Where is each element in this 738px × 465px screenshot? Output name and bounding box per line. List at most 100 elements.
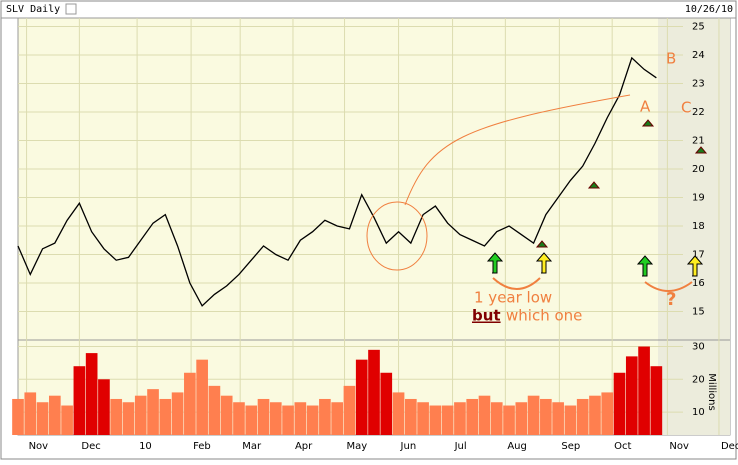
volume-bar: [503, 405, 515, 435]
chart-title: SLV Daily: [6, 4, 60, 15]
volume-axis-label: Millions: [706, 373, 717, 410]
y-tick-label: 20: [692, 374, 705, 385]
x-tick-label: May: [347, 441, 368, 452]
volume-bar: [404, 398, 417, 435]
volume-bar: [355, 359, 368, 435]
volume-bar: [515, 402, 528, 435]
connector: [404, 94, 631, 206]
annotation: but: [472, 307, 501, 325]
volume-bar: [368, 349, 380, 435]
volume-bar: [196, 359, 208, 435]
volume-bar: [159, 398, 172, 435]
volume-bar: [319, 398, 331, 435]
y-tick-label: 20: [692, 164, 705, 175]
volume-bar: [269, 402, 282, 435]
volume-bar: [650, 366, 663, 435]
volume-bar: [429, 405, 442, 435]
marks: [12, 56, 663, 435]
volume-bar: [98, 379, 110, 435]
annotation: B: [666, 50, 676, 68]
x-tick-label: Dec: [721, 441, 738, 452]
y-tick-label: 10: [692, 407, 705, 418]
volume-bar: [110, 398, 123, 435]
volume-bar: [380, 372, 393, 435]
volume-bar: [540, 398, 552, 435]
volume-bar: [478, 395, 491, 435]
volume-bar: [122, 402, 135, 435]
x-tick-label: Nov: [669, 441, 689, 452]
volume-bar: [576, 398, 589, 435]
volume-bar: [282, 405, 294, 435]
annotation: A: [640, 98, 651, 116]
y-tick-label: 16: [692, 278, 705, 289]
volume-bar: [233, 402, 245, 435]
volume-bar: [589, 395, 601, 435]
x-tick-label: Jun: [400, 441, 417, 452]
volume-bar: [417, 402, 429, 435]
volume-bar: [147, 389, 159, 435]
y-tick-label: 15: [692, 307, 705, 318]
volume-bar: [306, 405, 319, 435]
volume-bar: [638, 346, 650, 435]
volume-bar: [184, 372, 196, 435]
volume-bar: [85, 353, 98, 435]
y-tick-label: 22: [692, 107, 705, 118]
x-tick-label: Feb: [193, 441, 211, 452]
volume-bar: [331, 402, 344, 435]
volume-bar: [12, 398, 24, 435]
price-line: [17, 56, 657, 307]
x-tick-label: Apr: [295, 441, 313, 452]
volume-bar: [527, 395, 540, 435]
bracket: [492, 277, 693, 292]
volume-bar: [61, 405, 73, 435]
volume-bar: [171, 392, 184, 435]
volume-bar: [490, 402, 503, 435]
x-tick-label: Mar: [242, 441, 262, 452]
y-tick-label: 25: [692, 22, 705, 33]
x-tick-label: Nov: [29, 441, 49, 452]
annotation: C: [681, 99, 691, 117]
volume-bar: [441, 405, 454, 435]
volume-bar: [73, 366, 86, 435]
annotation: which one: [506, 307, 582, 325]
volume-bar: [208, 385, 221, 435]
volume-bar: [466, 398, 479, 435]
annotation: 1 year low: [474, 289, 552, 307]
y-tick-label: 24: [692, 50, 705, 61]
date: 10/26/10: [685, 4, 733, 15]
volume-bar: [257, 398, 270, 435]
y-tick-label: 19: [692, 193, 705, 204]
volume-bar: [245, 405, 258, 435]
x-tick-label: Jul: [454, 441, 467, 452]
volume-bar: [552, 402, 564, 435]
volume-bar: [601, 392, 614, 435]
volume-bar: [48, 395, 61, 435]
volume-bar: [613, 372, 626, 435]
volume-bar: [392, 392, 405, 435]
x-tick-label: 10: [139, 441, 152, 452]
header-box: [65, 3, 77, 15]
annotation: ?: [666, 289, 676, 310]
y-tick-label: 30: [692, 342, 705, 353]
volume-bar: [24, 392, 37, 435]
y-tick-label: 21: [692, 136, 705, 147]
green-arrow: [486, 252, 654, 277]
volume-bar: [134, 395, 147, 435]
circle-annotation: [366, 201, 428, 271]
volume-bar: [36, 402, 49, 435]
volume-bar: [454, 402, 466, 435]
x-tick-label: Dec: [81, 441, 100, 452]
x-tick-label: Oct: [614, 441, 631, 452]
y-tick-label: 18: [692, 221, 705, 232]
y-tick-label: 17: [692, 250, 705, 261]
volume-bar: [564, 405, 577, 435]
volume-bar: [625, 356, 638, 435]
volume-bar: [343, 385, 356, 435]
volume-bar: [220, 395, 233, 435]
x-tick-label: Sep: [561, 441, 580, 452]
yellow-arrow: [535, 252, 704, 277]
triangle-marker: [535, 119, 708, 248]
x-tick-label: Aug: [507, 441, 527, 452]
y-tick-label: 23: [692, 79, 705, 90]
